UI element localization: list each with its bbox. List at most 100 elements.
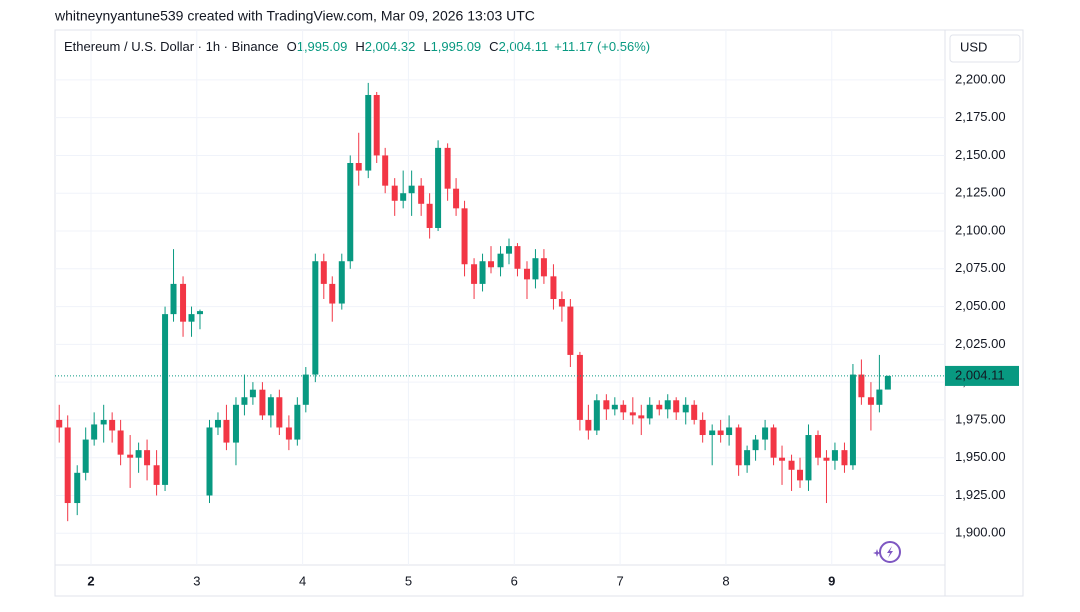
y-tick-label: 2,125.00	[955, 185, 1006, 200]
chart-frame	[54, 29, 1024, 597]
x-tick-label: 7	[616, 573, 623, 588]
candle-body	[56, 419, 63, 428]
y-tick-label: 1,900.00	[955, 525, 1006, 540]
y-tick-label: 2,175.00	[955, 109, 1006, 124]
lightning-icon[interactable]	[873, 541, 901, 563]
candle-body	[408, 185, 415, 194]
candles	[56, 82, 891, 522]
candle-body	[196, 311, 203, 315]
x-tick-label: 9	[828, 573, 835, 588]
candle-body	[629, 412, 636, 416]
y-tick-label: 2,075.00	[955, 260, 1006, 275]
caption: whitneynyantune539 created with TradingV…	[54, 8, 535, 24]
candle-body	[841, 450, 848, 466]
candle-body	[82, 439, 89, 473]
candle-body	[74, 472, 81, 504]
candle-body	[682, 404, 689, 413]
candle-body	[691, 404, 698, 420]
candle-body	[744, 450, 751, 466]
ohlc-key: C	[489, 39, 498, 54]
candle-body	[831, 450, 838, 461]
candle-body	[267, 397, 274, 416]
candle-body	[540, 258, 547, 277]
candle-body	[214, 419, 221, 428]
candle-body	[223, 419, 230, 443]
candle-body	[426, 203, 433, 228]
ohlc-value: 1,995.09	[431, 39, 482, 54]
candle-body	[585, 419, 592, 431]
candle-body	[109, 419, 116, 431]
y-tick-label: 2,150.00	[955, 147, 1006, 162]
candle-body	[717, 430, 724, 436]
candle-body	[259, 389, 266, 416]
candle-body	[603, 400, 610, 410]
candle-body	[858, 374, 865, 398]
candle-body	[312, 261, 319, 375]
candle-body	[347, 162, 354, 262]
candle-body	[823, 457, 830, 461]
candle-body	[646, 404, 653, 419]
candle-body	[815, 435, 822, 458]
candle-body	[699, 419, 706, 436]
x-tick-label: 6	[511, 573, 518, 588]
candle-body	[285, 427, 292, 440]
last-price-label: 2,004.11	[955, 367, 1005, 382]
candle-body	[100, 419, 107, 425]
candle-body	[117, 430, 124, 455]
candle-body	[558, 299, 565, 307]
candle-body	[276, 397, 283, 428]
change: +11.17 (+0.56%)	[554, 39, 650, 54]
candle-body	[170, 283, 177, 315]
candle-body	[770, 427, 777, 458]
candle-body	[294, 404, 301, 440]
x-tick-label: 2	[87, 573, 94, 588]
candle-body	[505, 246, 512, 254]
candle-body	[805, 435, 812, 481]
candle-body	[735, 427, 742, 466]
y-tick-label: 1,975.00	[955, 411, 1006, 426]
x-tick-label: 8	[722, 573, 729, 588]
candle-body	[884, 375, 891, 390]
candle-body	[64, 427, 71, 504]
candle-body	[180, 283, 187, 322]
candle-body	[532, 258, 539, 280]
candle-body	[709, 430, 716, 436]
candle-body	[320, 261, 327, 284]
candle-body	[576, 354, 583, 420]
candle-body	[400, 193, 407, 201]
candle-body	[726, 427, 733, 436]
candle-body	[479, 261, 486, 284]
currency[interactable]: USD	[960, 39, 987, 54]
candle-body	[497, 253, 504, 268]
candle-body	[611, 404, 618, 410]
candle-body	[373, 94, 380, 156]
legend-text: Ethereum / U.S. Dollar · 1h · Binance O1,…	[64, 39, 650, 54]
ohlc-value: 2,004.32	[365, 39, 416, 54]
candle-body	[382, 155, 389, 186]
x-tick-label: 3	[193, 573, 200, 588]
last-price-box	[945, 365, 1019, 386]
candle-body	[206, 427, 213, 496]
ohlc-value: 1,995.09	[297, 39, 348, 54]
candle-body	[550, 276, 557, 300]
candle-body	[249, 389, 256, 398]
grid	[55, 30, 945, 565]
x-tick-label: 5	[405, 573, 412, 588]
candle-body	[135, 450, 142, 458]
candle-body	[788, 460, 795, 470]
x-tick-label: 4	[299, 573, 306, 588]
candle-body	[867, 397, 874, 405]
candle-body	[471, 264, 478, 284]
candle-body	[779, 457, 786, 461]
candle-body	[162, 314, 169, 485]
candle-body	[488, 261, 495, 268]
candle-body	[664, 400, 671, 410]
candle-body	[762, 427, 769, 440]
candle-body	[656, 404, 663, 410]
candle-body	[752, 439, 759, 451]
candle-body	[593, 400, 600, 431]
currency-box[interactable]	[949, 34, 1021, 63]
candle-body	[91, 424, 98, 440]
candle-body	[365, 94, 372, 171]
candle-body	[567, 306, 574, 355]
